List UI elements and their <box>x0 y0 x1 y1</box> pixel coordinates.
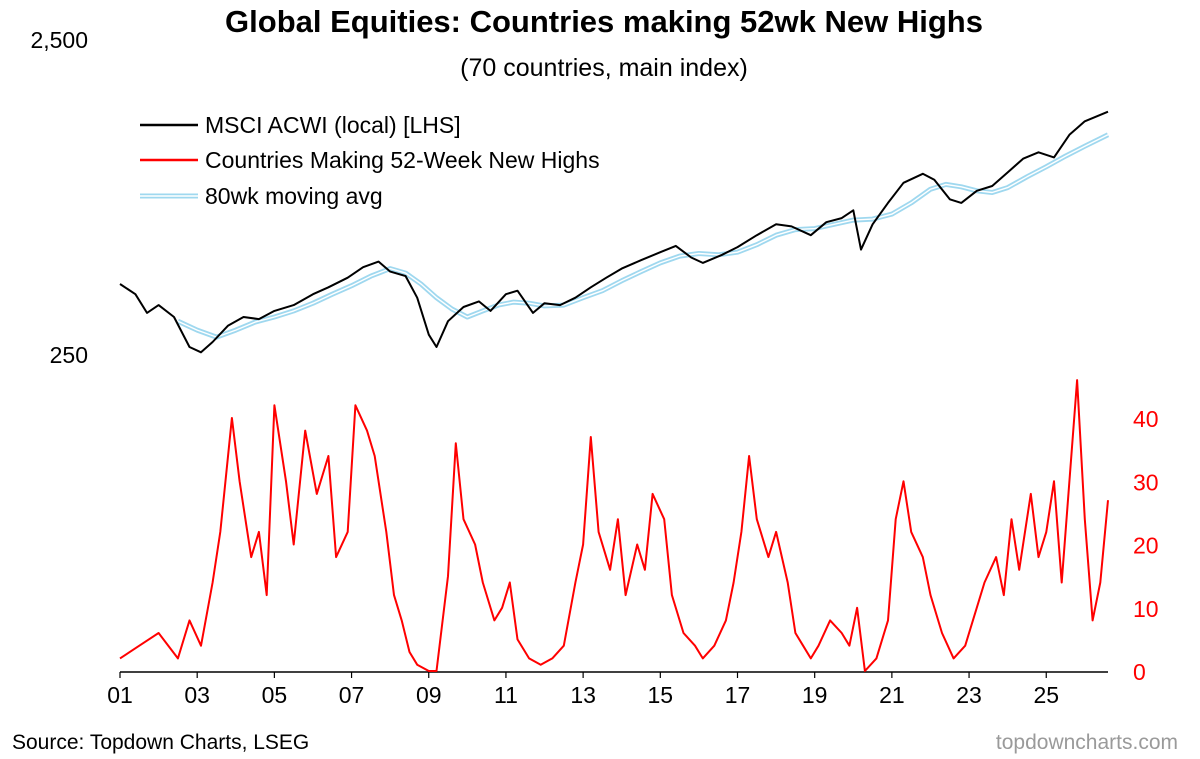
left-tick-label: 250 <box>50 342 88 368</box>
series-new-highs-line <box>119 379 1109 672</box>
chart-title: Global Equities: Countries making 52wk N… <box>225 4 983 39</box>
x-tick-label: 01 <box>107 682 133 708</box>
x-tick-label: 23 <box>956 682 982 708</box>
source-note: Source: Topdown Charts, LSEG <box>12 731 309 754</box>
left-tick-label: 2,500 <box>30 27 88 53</box>
legend-item-new-highs: Countries Making 52-Week New Highs <box>140 147 600 173</box>
right-tick-label: 30 <box>1133 469 1159 495</box>
series-acwi-line <box>119 110 1109 354</box>
x-axis: 01 03 05 07 09 11 13 15 17 19 21 23 25 <box>107 671 1108 708</box>
x-tick-label: 11 <box>494 682 518 708</box>
x-tick-label: 05 <box>262 682 288 708</box>
legend-label: MSCI ACWI (local) [LHS] <box>205 112 461 138</box>
chart-subtitle: (70 countries, main index) <box>460 54 748 82</box>
right-tick-label: 10 <box>1133 596 1159 622</box>
x-tick-label: 19 <box>802 682 828 708</box>
x-tick-label: 25 <box>1033 682 1059 708</box>
legend-label: 80wk moving avg <box>205 183 383 209</box>
x-tick-label: 13 <box>570 682 596 708</box>
x-tick-label: 15 <box>648 682 674 708</box>
series-moving-avg-inner <box>177 134 1109 338</box>
x-tick-label: 07 <box>339 682 365 708</box>
left-axis: 250 2,500 <box>30 27 88 368</box>
right-tick-label: 40 <box>1133 406 1159 432</box>
x-tick-label: 09 <box>416 682 442 708</box>
right-axis: 0 10 20 30 40 <box>1133 406 1159 685</box>
x-tick-label: 21 <box>879 682 905 708</box>
watermark: topdowncharts.com <box>996 731 1178 754</box>
right-tick-label: 0 <box>1133 659 1146 685</box>
legend-label: Countries Making 52-Week New Highs <box>205 147 600 173</box>
series-layer <box>119 110 1110 672</box>
right-tick-label: 20 <box>1133 533 1159 559</box>
x-tick-label: 03 <box>184 682 210 708</box>
x-tick-label: 17 <box>725 682 751 708</box>
legend: MSCI ACWI (local) [LHS] Countries Making … <box>140 112 600 209</box>
legend-item-acwi: MSCI ACWI (local) [LHS] <box>140 112 461 138</box>
legend-item-moving-avg: 80wk moving avg <box>140 183 383 209</box>
